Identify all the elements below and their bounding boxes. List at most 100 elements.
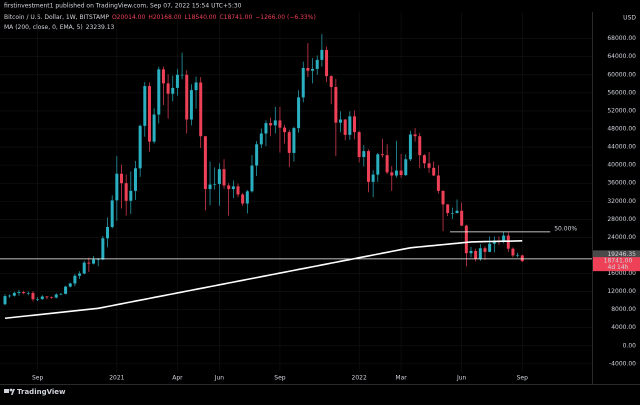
candle-body bbox=[180, 74, 184, 76]
symbol: Bitcoin / U.S. Dollar, 1W, BITSTAMP bbox=[4, 14, 109, 21]
candle-body bbox=[166, 83, 170, 94]
y-tick-label: 12000.00 bbox=[607, 288, 636, 295]
candle-body bbox=[8, 295, 12, 297]
y-tick-label: 64000.00 bbox=[607, 53, 636, 60]
candle-body bbox=[287, 132, 291, 153]
candle-body bbox=[138, 125, 142, 169]
y-tick-label: 32000.00 bbox=[607, 198, 636, 205]
candle-body bbox=[469, 250, 473, 254]
x-tick-label: 2022 bbox=[352, 375, 367, 382]
candle-body bbox=[446, 204, 450, 214]
candle-body bbox=[297, 97, 301, 129]
candle-body bbox=[157, 69, 161, 115]
candle-body bbox=[394, 170, 398, 176]
candle-body bbox=[36, 299, 40, 300]
y-tick-label: 60000.00 bbox=[607, 71, 636, 78]
candle-body bbox=[441, 190, 445, 205]
candle-body bbox=[54, 294, 58, 298]
candle-body bbox=[315, 59, 319, 69]
price-line-tag bbox=[593, 250, 640, 259]
candle-body bbox=[353, 116, 356, 133]
candle-body bbox=[478, 248, 482, 259]
candle-body bbox=[120, 173, 123, 184]
candle-body bbox=[334, 86, 338, 123]
candle-body bbox=[506, 235, 510, 249]
y-tick-label: 4000.00 bbox=[611, 324, 636, 331]
candle-body bbox=[460, 210, 464, 226]
candle-body bbox=[194, 82, 198, 91]
candle-body bbox=[390, 172, 394, 176]
candle-body bbox=[413, 134, 417, 137]
candle-body bbox=[73, 275, 77, 284]
candle-body bbox=[278, 120, 282, 128]
candle-body bbox=[520, 255, 524, 262]
candle-body bbox=[133, 168, 137, 191]
candle-body bbox=[110, 200, 114, 228]
y-tick-label: 36000.00 bbox=[607, 180, 636, 187]
y-tick-label: 48000.00 bbox=[607, 125, 636, 132]
candle-body bbox=[40, 296, 44, 300]
candle-body bbox=[362, 151, 366, 157]
candle-body bbox=[17, 292, 21, 293]
candle-body bbox=[213, 184, 217, 185]
candle-body bbox=[371, 174, 375, 182]
candle-body bbox=[432, 167, 436, 176]
candle-body bbox=[301, 68, 305, 98]
y-tick-label: 28000.00 bbox=[607, 216, 636, 223]
last-price-value: 18741.00 bbox=[604, 258, 633, 265]
candle-body bbox=[50, 297, 54, 298]
candle-body bbox=[408, 134, 412, 160]
candle-body bbox=[87, 262, 91, 264]
candle-body bbox=[152, 114, 156, 142]
published-note: firstinvestment1 published on TradingVie… bbox=[4, 3, 242, 10]
candle-body bbox=[273, 120, 277, 126]
candle-body bbox=[488, 243, 492, 252]
x-tick-label: 2021 bbox=[109, 375, 124, 382]
candle-body bbox=[189, 90, 193, 120]
candle-body bbox=[399, 170, 403, 176]
y-tick-label: 8000.00 bbox=[611, 306, 636, 313]
logo-mark bbox=[11, 389, 15, 395]
candle-body bbox=[455, 210, 459, 214]
y-tick-label: 40000.00 bbox=[607, 162, 636, 169]
candle-body bbox=[171, 87, 175, 94]
candle-body bbox=[259, 133, 263, 145]
ma-legend: MA (200, close, 0, EMA, 5) 23239.13 bbox=[4, 24, 115, 31]
y-tick-label: 44000.00 bbox=[607, 144, 636, 151]
candle-body bbox=[124, 183, 128, 201]
candle-body bbox=[68, 283, 72, 287]
candle-body bbox=[427, 163, 431, 168]
candle-body bbox=[31, 292, 35, 300]
last-price-tag bbox=[593, 257, 640, 272]
candle-body bbox=[464, 225, 468, 254]
change: −1266.00 (−6.33%) bbox=[255, 14, 316, 21]
symbol-legend: Bitcoin / U.S. Dollar, 1W, BITSTAMP O2001… bbox=[4, 14, 316, 21]
candle-body bbox=[217, 169, 221, 185]
candle-body bbox=[241, 194, 245, 204]
candle-body bbox=[474, 250, 478, 259]
candle-body bbox=[250, 165, 254, 192]
x-tick-label: Sep bbox=[32, 375, 44, 382]
candle-body bbox=[380, 154, 384, 156]
fib-label: 50.00% bbox=[554, 225, 577, 232]
candle-body bbox=[339, 119, 343, 123]
candle-body bbox=[45, 296, 49, 298]
candle-body bbox=[175, 74, 179, 88]
currency: USD bbox=[623, 15, 636, 22]
candle-body bbox=[82, 262, 86, 274]
candle-body bbox=[343, 119, 347, 135]
candle-body bbox=[3, 296, 7, 305]
candle-body bbox=[129, 190, 133, 201]
tv-logo bbox=[4, 388, 15, 395]
candle-body bbox=[78, 273, 82, 276]
candle-body bbox=[283, 127, 287, 133]
candle-body bbox=[450, 213, 454, 214]
candle-body bbox=[320, 49, 324, 60]
price-line-value: 19246.35 bbox=[607, 251, 636, 258]
candle-body bbox=[231, 186, 235, 190]
candle-body bbox=[115, 173, 119, 201]
x-tick-label: Mar bbox=[395, 375, 407, 382]
logo-mark bbox=[4, 389, 9, 393]
